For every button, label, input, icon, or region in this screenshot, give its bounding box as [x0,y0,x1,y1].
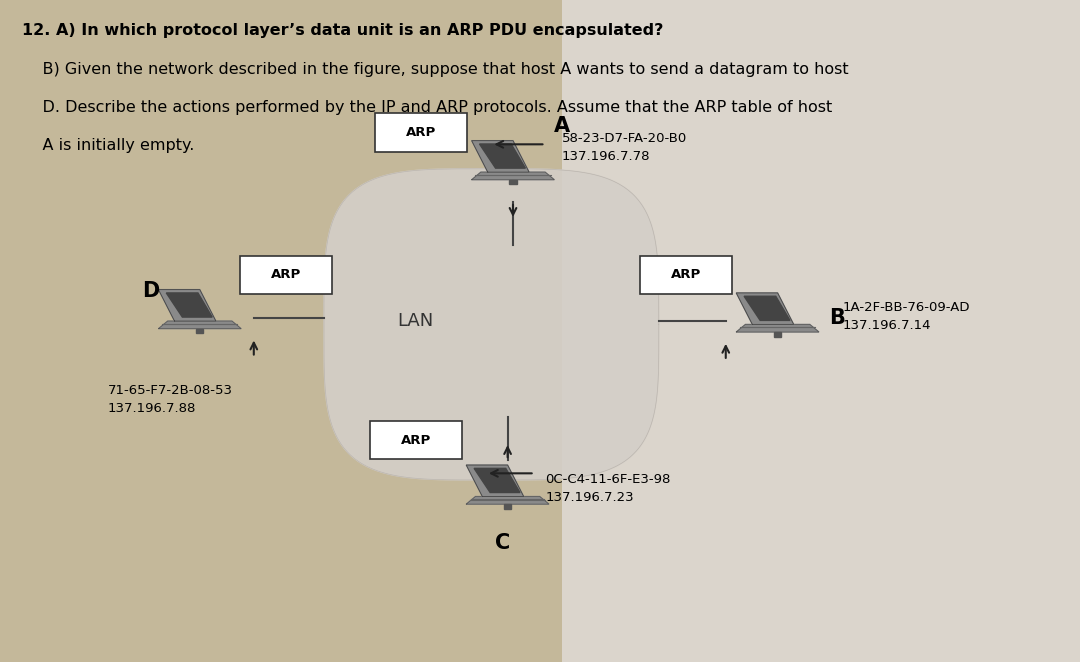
Polygon shape [166,293,212,317]
Polygon shape [474,469,519,493]
Bar [562,0,1080,662]
Text: A: A [554,116,569,136]
Polygon shape [467,465,524,496]
Text: LAN: LAN [397,312,434,330]
Text: ARP: ARP [401,434,431,447]
Text: 71-65-F7-2B-08-53
137.196.7.88: 71-65-F7-2B-08-53 137.196.7.88 [108,384,233,415]
Bar [0,0,562,662]
Text: ARP: ARP [271,268,301,281]
Polygon shape [472,172,554,179]
Text: ARP: ARP [671,268,701,281]
Polygon shape [737,324,819,332]
Text: B) Given the network described in the figure, suppose that host A wants to send : B) Given the network described in the fi… [22,62,848,77]
Polygon shape [159,290,216,321]
Text: A is initially empty.: A is initially empty. [22,138,194,154]
FancyBboxPatch shape [639,256,732,294]
Polygon shape [197,328,203,333]
Text: D: D [143,281,160,301]
Text: 58-23-D7-FA-20-B0
137.196.7.78: 58-23-D7-FA-20-B0 137.196.7.78 [562,132,687,164]
FancyBboxPatch shape [369,421,462,459]
Polygon shape [472,141,529,172]
Polygon shape [504,504,511,508]
Text: B: B [829,308,845,328]
Polygon shape [737,293,794,324]
Text: ARP: ARP [406,126,436,139]
Text: D. Describe the actions performed by the IP and ARP protocols. Assume that the A: D. Describe the actions performed by the… [22,100,832,115]
Polygon shape [744,297,789,320]
Text: 1A-2F-BB-76-09-AD
137.196.7.14: 1A-2F-BB-76-09-AD 137.196.7.14 [842,301,970,332]
Polygon shape [467,496,549,504]
FancyBboxPatch shape [241,256,333,294]
Polygon shape [324,169,659,480]
Polygon shape [480,144,525,168]
Polygon shape [510,179,516,184]
Text: 0C-C4-11-6F-E3-98
137.196.7.23: 0C-C4-11-6F-E3-98 137.196.7.23 [545,473,671,504]
Polygon shape [774,332,781,336]
Text: 12. A) In which protocol layer’s data unit is an ARP PDU encapsulated?: 12. A) In which protocol layer’s data un… [22,23,663,38]
Polygon shape [159,321,241,328]
Text: C: C [495,533,510,553]
FancyBboxPatch shape [376,113,468,152]
